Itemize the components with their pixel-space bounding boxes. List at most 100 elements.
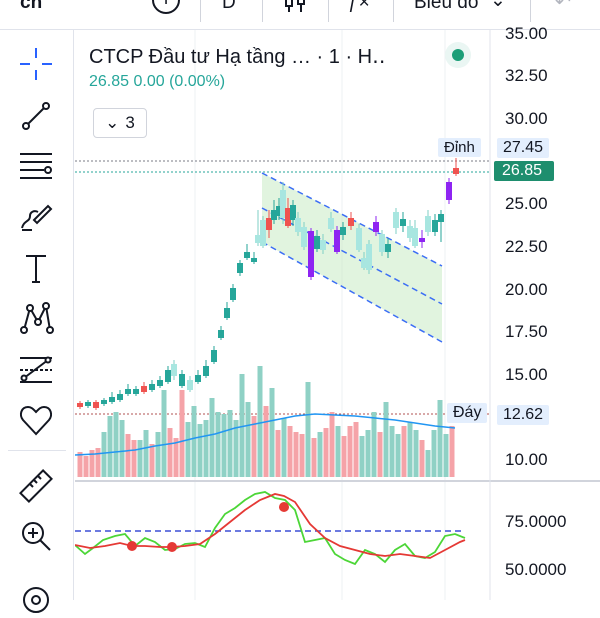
indicators-button[interactable]: ƒ× <box>348 0 370 13</box>
favorites-heart-icon[interactable] <box>16 402 56 438</box>
candle-body <box>361 258 367 268</box>
chart-type-button[interactable] <box>283 0 309 22</box>
channel-mid <box>261 207 443 305</box>
volume-bar <box>287 426 293 477</box>
chart-menu-button[interactable]: Biểu đồ <box>414 0 479 13</box>
candle-body <box>93 402 99 408</box>
volume-bar <box>269 388 275 477</box>
compare-add-button[interactable]: + <box>152 0 180 14</box>
candle-body <box>171 364 177 376</box>
candle-body <box>218 330 224 338</box>
candle-body <box>211 350 217 362</box>
price-tick: 30.00 <box>505 109 548 128</box>
oscillator-tick: 75.0000 <box>505 512 567 531</box>
trendline-icon[interactable] <box>16 98 56 134</box>
candle-body <box>195 375 201 382</box>
signal-dot <box>279 502 289 512</box>
volume-bar <box>443 434 449 477</box>
candle-body <box>260 220 266 246</box>
market-status-icon[interactable] <box>445 42 471 68</box>
channel-lower <box>261 241 443 343</box>
price-change: 0.00 <box>133 73 165 90</box>
volume-bar <box>449 426 455 477</box>
indicator-count: 3 <box>125 113 135 132</box>
volume-bar <box>281 418 287 477</box>
candle-body <box>255 235 261 243</box>
candle-body <box>379 234 385 252</box>
legend-values: 26.85 0.00 (0.00%) <box>89 73 385 91</box>
patterns-icon[interactable] <box>16 300 56 336</box>
volume-bar <box>359 436 365 477</box>
volume-bar <box>197 424 203 477</box>
zoom-in-icon[interactable] <box>16 518 56 554</box>
candle-body <box>366 244 372 270</box>
candlesticks <box>77 158 459 410</box>
current-price-tag: 26.85 <box>494 161 555 181</box>
brush-icon[interactable] <box>16 200 56 236</box>
volume-bar <box>353 422 359 477</box>
toolbar-divider <box>393 0 394 22</box>
volume-bar <box>383 402 389 477</box>
candle-body <box>203 366 209 376</box>
volume-bar <box>263 406 269 477</box>
volume-bar <box>323 428 329 477</box>
volume-bar <box>233 420 239 477</box>
volume-bar <box>89 450 95 477</box>
chart-pane[interactable]: CTCP Đầu tư Hạ tầng … · 1 · H‥ 26.85 0.0… <box>74 24 600 600</box>
volume-bar <box>395 434 401 477</box>
candle-body <box>320 240 326 250</box>
candle-body <box>230 288 236 300</box>
volume-bar <box>317 432 323 477</box>
candle-body <box>334 230 340 252</box>
volume-bar <box>191 406 197 477</box>
chevron-down-icon: ⌄ <box>105 113 120 132</box>
volume-bar <box>401 426 407 477</box>
indicators-collapse-button[interactable]: ⌄ 3 <box>93 108 147 138</box>
undo-icon[interactable]: ↶ <box>555 0 571 13</box>
volume-bar <box>437 400 443 477</box>
last-price: 26.85 <box>89 73 130 90</box>
symbol-title[interactable]: CTCP Đầu tư Hạ tầng … · 1 · H‥ <box>89 46 386 68</box>
sidebar-divider <box>8 450 66 451</box>
volume-bar <box>149 444 155 477</box>
candle-body <box>224 308 230 318</box>
oscillator-signals <box>127 502 289 552</box>
candle-body <box>101 400 107 404</box>
candle-body <box>165 370 171 382</box>
volume-bar <box>101 432 107 477</box>
candle-body <box>308 231 314 277</box>
volume-bar <box>83 456 89 477</box>
low-tag-label: Đáy <box>447 403 488 423</box>
volume-bar <box>119 420 125 477</box>
candle-body <box>385 244 391 252</box>
magnet-icon[interactable] <box>16 582 56 618</box>
candle-body <box>314 236 320 249</box>
volume-bar <box>293 432 299 477</box>
toolbar-divider <box>530 0 531 22</box>
oscillator-tick: 50.0000 <box>505 560 567 579</box>
volume-bar <box>209 398 215 477</box>
ruler-icon[interactable] <box>16 468 56 504</box>
candle-body <box>237 263 243 273</box>
chevron-down-icon[interactable]: ⌄ <box>490 0 506 11</box>
fib-levels-icon[interactable] <box>16 148 56 184</box>
candle-body <box>271 210 277 220</box>
volume-bar <box>107 416 113 477</box>
candle-body <box>276 206 282 216</box>
candle-body <box>179 374 185 386</box>
candle-body <box>125 389 131 394</box>
signal-dot <box>167 542 177 552</box>
candle-body <box>295 218 301 232</box>
interval-button[interactable]: D <box>222 0 236 13</box>
candle-body <box>453 168 459 174</box>
crosshair-icon[interactable] <box>16 46 56 82</box>
text-icon[interactable] <box>16 250 56 286</box>
forecast-icon[interactable] <box>16 352 56 388</box>
candle-body <box>328 218 334 229</box>
symbol-legend: CTCP Đầu tư Hạ tầng … · 1 · H‥ 26.85 0.0… <box>89 42 471 91</box>
candles-icon <box>285 0 305 12</box>
low-value-tag: 12.62 <box>497 405 550 425</box>
price-tick: 17.50 <box>505 322 548 341</box>
symbol-button[interactable]: cn <box>20 0 43 13</box>
drawing-toolbar <box>0 30 74 613</box>
